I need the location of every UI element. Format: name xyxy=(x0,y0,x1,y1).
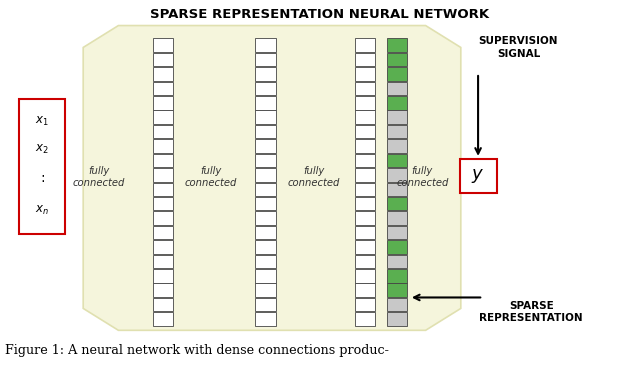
Bar xyxy=(255,125,276,138)
Bar xyxy=(387,168,407,182)
Bar xyxy=(153,240,173,254)
Text: $x_2$: $x_2$ xyxy=(35,143,49,157)
Bar xyxy=(255,211,276,225)
Bar xyxy=(387,67,407,81)
Bar xyxy=(255,67,276,81)
Text: Figure 1: A neural network with dense connections produc-: Figure 1: A neural network with dense co… xyxy=(5,344,389,357)
Bar xyxy=(255,255,276,268)
Bar xyxy=(355,154,375,167)
Bar xyxy=(387,125,407,138)
Bar xyxy=(387,312,407,326)
Text: fully
connected: fully connected xyxy=(287,166,340,188)
Bar xyxy=(387,38,407,52)
Bar xyxy=(387,110,407,124)
Bar xyxy=(355,240,375,254)
Bar xyxy=(255,168,276,182)
Bar xyxy=(153,211,173,225)
Bar xyxy=(355,312,375,326)
Bar xyxy=(460,159,497,193)
Bar xyxy=(355,269,375,283)
Text: fully
connected: fully connected xyxy=(396,166,449,188)
Bar xyxy=(387,240,407,254)
Bar xyxy=(255,81,276,95)
Text: SUPERVISION
SIGNAL: SUPERVISION SIGNAL xyxy=(479,36,558,59)
Text: fully
connected: fully connected xyxy=(73,166,125,188)
Bar xyxy=(387,182,407,196)
Bar xyxy=(153,255,173,268)
Polygon shape xyxy=(83,26,461,330)
Bar xyxy=(153,139,173,153)
Bar xyxy=(153,96,173,110)
Bar xyxy=(387,283,407,297)
Bar xyxy=(355,139,375,153)
Bar xyxy=(153,226,173,239)
Bar xyxy=(355,125,375,138)
Bar xyxy=(153,182,173,196)
Bar xyxy=(255,96,276,110)
Bar xyxy=(255,182,276,196)
Text: SPARSE REPRESENTATION NEURAL NETWORK: SPARSE REPRESENTATION NEURAL NETWORK xyxy=(150,8,490,21)
Bar xyxy=(355,283,375,297)
Bar xyxy=(19,99,65,234)
Bar xyxy=(255,197,276,211)
Bar xyxy=(387,197,407,211)
Bar xyxy=(153,312,173,326)
Bar xyxy=(387,81,407,95)
Bar xyxy=(153,168,173,182)
Bar xyxy=(355,211,375,225)
Bar xyxy=(387,211,407,225)
Bar xyxy=(153,53,173,66)
Bar xyxy=(355,197,375,211)
Bar xyxy=(153,298,173,311)
Bar xyxy=(355,298,375,311)
Text: SPARSE
REPRESENTATION: SPARSE REPRESENTATION xyxy=(479,301,583,323)
Text: $x_1$: $x_1$ xyxy=(35,115,49,128)
Bar xyxy=(387,226,407,239)
Bar xyxy=(153,154,173,167)
Bar xyxy=(255,53,276,66)
Bar xyxy=(355,67,375,81)
Text: $y$: $y$ xyxy=(472,167,484,185)
Bar xyxy=(255,139,276,153)
Bar xyxy=(153,67,173,81)
Bar xyxy=(255,226,276,239)
Bar xyxy=(255,283,276,297)
Bar xyxy=(255,240,276,254)
Bar xyxy=(387,53,407,66)
Bar xyxy=(355,96,375,110)
Text: fully
connected: fully connected xyxy=(185,166,237,188)
Bar xyxy=(255,154,276,167)
Bar xyxy=(255,269,276,283)
Bar xyxy=(387,298,407,311)
Text: :: : xyxy=(40,171,45,185)
Bar xyxy=(255,312,276,326)
Bar xyxy=(355,110,375,124)
Bar xyxy=(355,168,375,182)
Bar xyxy=(355,226,375,239)
Bar xyxy=(355,38,375,52)
Bar xyxy=(153,81,173,95)
Bar xyxy=(255,110,276,124)
Bar xyxy=(153,197,173,211)
Text: $x_n$: $x_n$ xyxy=(35,204,49,217)
Bar xyxy=(355,182,375,196)
Bar xyxy=(153,283,173,297)
Bar xyxy=(387,154,407,167)
Bar xyxy=(153,38,173,52)
Bar xyxy=(387,269,407,283)
Bar xyxy=(153,125,173,138)
Bar xyxy=(355,81,375,95)
Bar xyxy=(153,269,173,283)
Bar xyxy=(387,255,407,268)
Bar xyxy=(153,110,173,124)
Bar xyxy=(255,298,276,311)
Bar xyxy=(355,53,375,66)
Bar xyxy=(387,139,407,153)
Bar xyxy=(387,96,407,110)
Bar xyxy=(355,255,375,268)
Bar xyxy=(255,38,276,52)
